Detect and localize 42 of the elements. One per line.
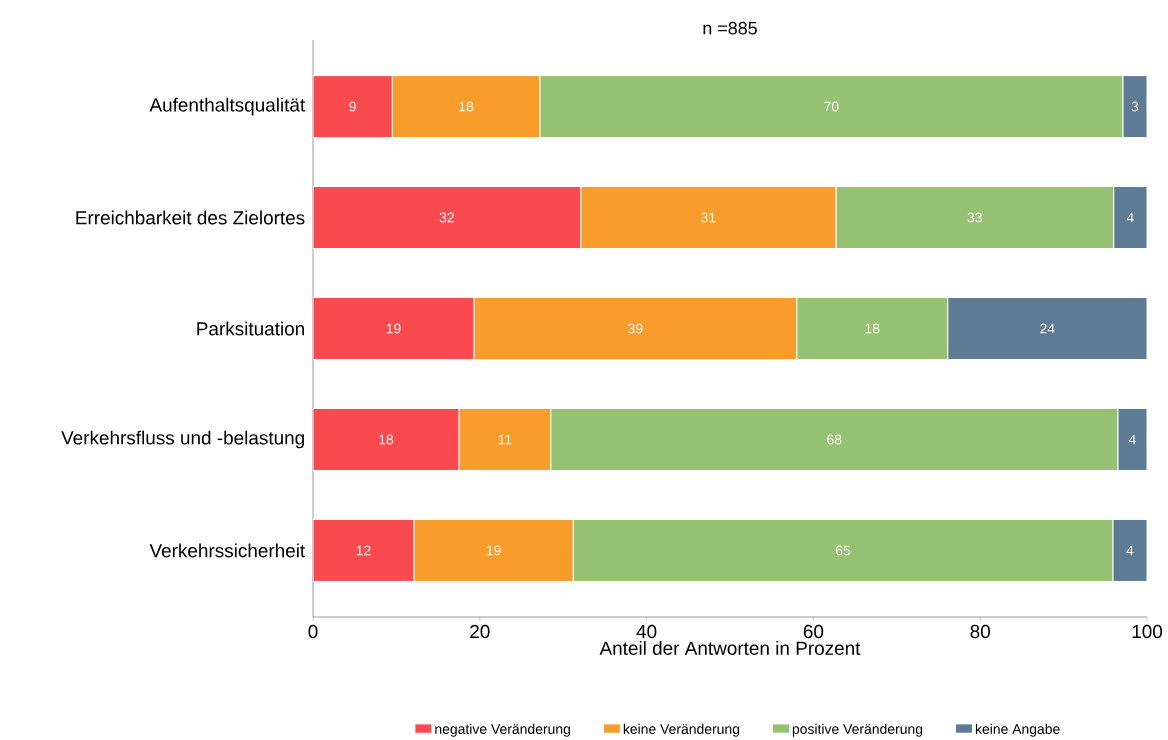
y-tick-label: Verkehrsfluss und -belastung: [61, 430, 304, 449]
data-label: 65: [835, 545, 851, 556]
data-label: 68: [827, 434, 842, 445]
x-tick-label: 100: [1132, 624, 1163, 639]
data-label: 39: [628, 323, 643, 334]
x-tick-label: 20: [470, 624, 490, 639]
y-tick-label: Parksituation: [197, 321, 304, 336]
data-label: 12: [356, 545, 371, 556]
legend-label: keine Angabe: [975, 723, 1060, 737]
data-label: 4: [1126, 545, 1134, 556]
y-tick-label: Aufenthaltsqualität: [149, 97, 306, 116]
bar: [313, 186, 582, 250]
data-label: 19: [486, 545, 501, 556]
x-tick-label: 0: [308, 624, 318, 639]
legend-label: positive Veränderung: [792, 723, 923, 737]
legend-label: keine Veränderung: [623, 723, 740, 737]
x-axis-title: Anteil der Antworten in Prozent: [599, 641, 861, 655]
x-tick-label: 40: [636, 624, 657, 639]
data-label: 4: [1126, 212, 1134, 223]
data-label: 19: [386, 323, 401, 334]
x-tick-label: 80: [970, 624, 990, 639]
data-label: 3: [1131, 101, 1139, 112]
y-tick-label: Verkehrssicherheit: [149, 543, 306, 558]
data-label: 18: [865, 323, 880, 334]
data-label: 24: [1040, 323, 1055, 334]
chart-title: n =885: [703, 21, 757, 35]
bar: [313, 297, 475, 361]
bar: [313, 75, 393, 139]
data-label: 18: [459, 101, 474, 112]
data-label: 4: [1128, 434, 1136, 445]
bar: [313, 518, 415, 582]
data-label: 32: [439, 212, 454, 223]
data-label: 18: [379, 434, 394, 445]
data-label: 9: [349, 101, 356, 112]
data-label: 70: [824, 101, 839, 112]
y-tick-label: Erreichbarkeit des Zielortes: [76, 210, 305, 225]
data-label: 33: [967, 212, 982, 223]
x-tick-label: 60: [803, 624, 824, 639]
data-label: 11: [498, 434, 512, 445]
data-label: 31: [701, 212, 716, 223]
bar: [313, 407, 460, 471]
legend-label: negative Veränderung: [435, 723, 570, 737]
